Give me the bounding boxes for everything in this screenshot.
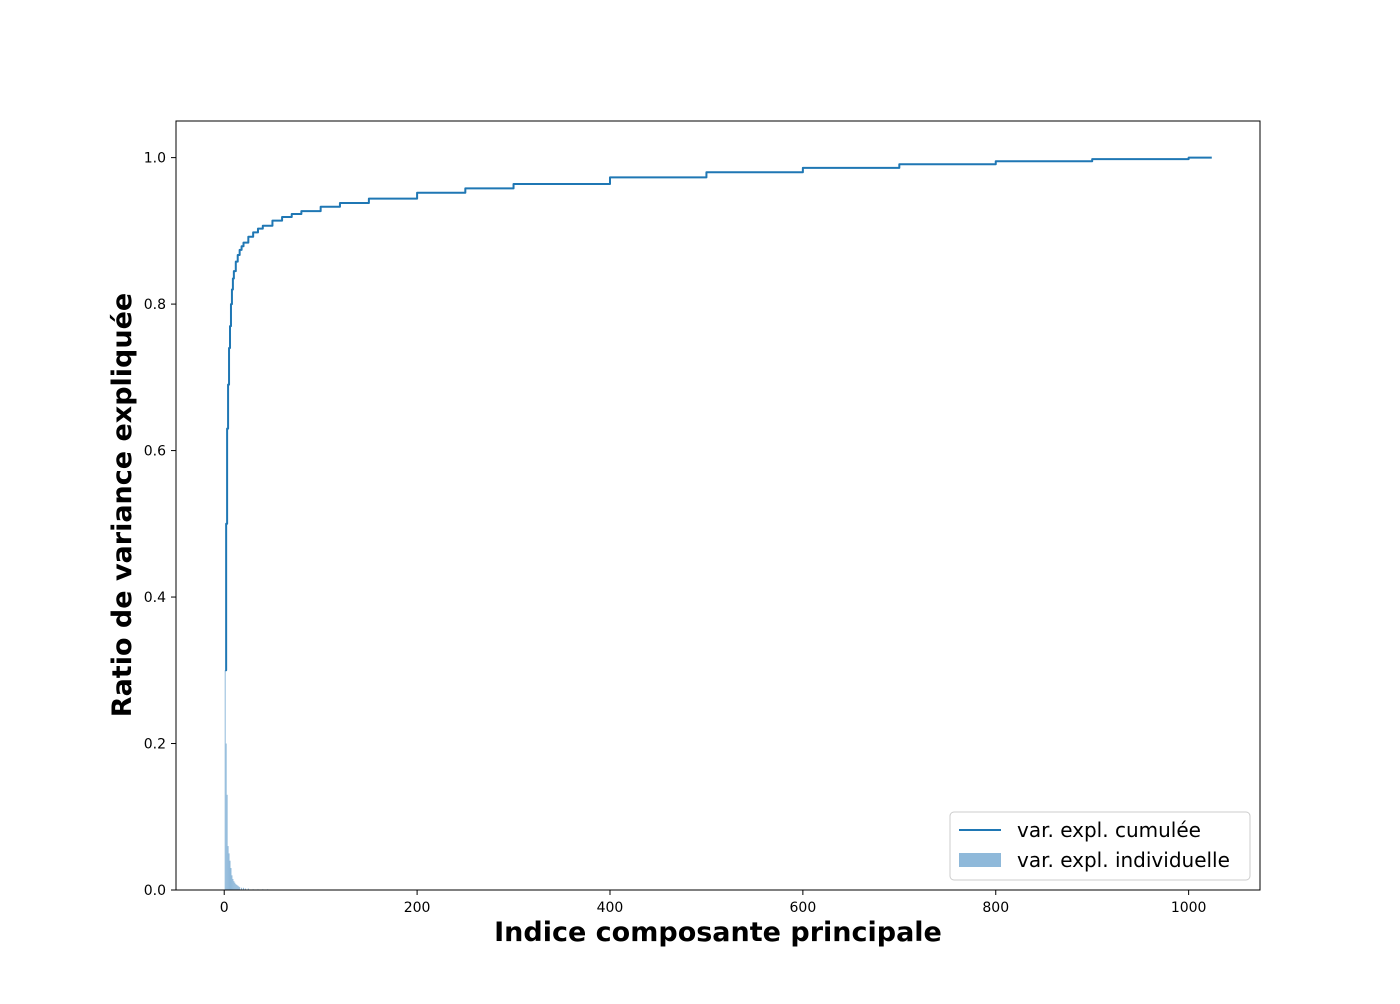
individual-variance-bar (236, 884, 238, 890)
individual-variance-bar (235, 884, 237, 890)
individual-variance-bar (227, 846, 229, 890)
individual-variance-bar (231, 875, 233, 890)
individual-variance-bar (238, 886, 240, 890)
x-ticks: 0 200 400 600 800 1000 (220, 890, 1207, 916)
y-tick-label: 0.0 (144, 883, 166, 899)
individual-variance-bar (229, 860, 231, 890)
y-tick-label: 0.8 (144, 297, 166, 313)
legend-bar-swatch (959, 853, 1001, 867)
legend-bar-label: var. expl. individuelle (1017, 848, 1230, 872)
individual-variance-bar (225, 743, 227, 890)
x-tick-label: 1000 (1171, 900, 1207, 916)
y-tick-label: 1.0 (144, 151, 166, 167)
individual-variance-bar (237, 885, 239, 890)
individual-variance-bar (247, 888, 249, 890)
individual-variance-bar (228, 853, 230, 890)
x-tick-label: 200 (404, 900, 431, 916)
individual-variance-bar (226, 794, 228, 890)
legend: var. expl. cumulée var. expl. individuel… (949, 811, 1251, 881)
x-tick-label: 800 (982, 900, 1009, 916)
bars-layer (224, 670, 269, 890)
individual-variance-bar (243, 887, 245, 890)
x-axis-label: Indice composante principale (494, 917, 942, 948)
line-layer (225, 156, 1212, 672)
individual-variance-bar (230, 868, 232, 890)
legend-line-label: var. expl. cumulée (1017, 818, 1201, 842)
individual-variance-bar (241, 887, 243, 890)
y-axis-label: Ratio de variance expliquée (107, 293, 138, 717)
y-tick-label: 0.2 (144, 737, 166, 753)
y-ticks: 0.0 0.2 0.4 0.6 0.8 1.0 (144, 151, 176, 899)
legend-box (949, 811, 1251, 881)
x-tick-label: 600 (790, 900, 817, 916)
x-tick-label: 400 (597, 900, 624, 916)
y-tick-label: 0.4 (144, 590, 166, 606)
individual-variance-bar (234, 882, 236, 890)
individual-variance-bar (244, 888, 246, 890)
y-tick-label: 0.6 (144, 444, 166, 460)
cumulative-variance-line (225, 156, 1212, 672)
individual-variance-bar (239, 887, 241, 890)
individual-variance-bar (233, 881, 235, 890)
individual-variance-bar (224, 670, 226, 890)
x-tick-label: 0 (220, 900, 229, 916)
axes-frame (175, 120, 1261, 891)
individual-variance-bar (232, 879, 234, 890)
